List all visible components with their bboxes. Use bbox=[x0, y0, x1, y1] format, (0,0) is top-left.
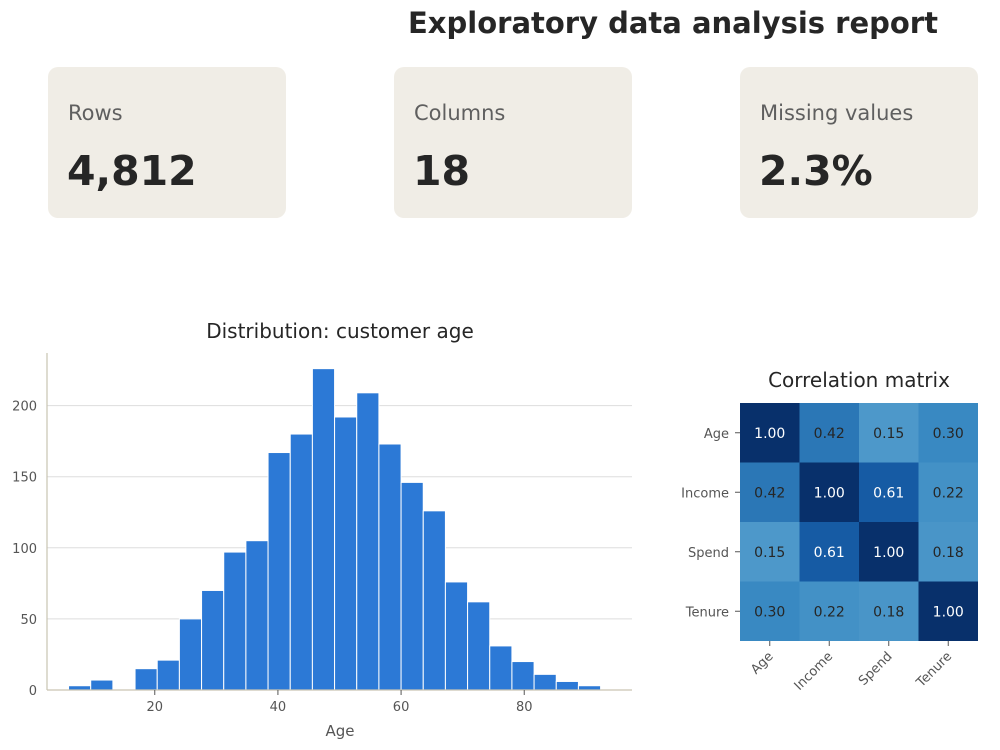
heatmap-cell bbox=[740, 581, 800, 641]
histogram-bar bbox=[378, 443, 402, 691]
heatmap-cell-label: 0.15 bbox=[754, 545, 785, 561]
heatmap-cell bbox=[740, 522, 800, 582]
stat-card-label: Missing values bbox=[760, 101, 914, 125]
histogram-x-tick-label: 20 bbox=[146, 700, 163, 715]
heatmap-row-label: Age bbox=[704, 427, 729, 442]
histogram-bar bbox=[201, 589, 225, 691]
heatmap-cell bbox=[859, 522, 919, 582]
heatmap-title: Correlation matrix bbox=[768, 368, 950, 392]
heatmap-cell bbox=[799, 522, 859, 582]
histogram-bar bbox=[422, 510, 446, 691]
histogram-bar bbox=[577, 685, 602, 691]
histogram-y-tick-label: 100 bbox=[12, 542, 37, 557]
stat-card-label: Rows bbox=[68, 101, 123, 125]
histogram-bar bbox=[489, 645, 513, 691]
histogram-bar bbox=[444, 581, 469, 691]
heatmap-cell-label: 0.61 bbox=[873, 485, 904, 501]
heatmap-cell-label: 0.30 bbox=[754, 604, 785, 620]
heatmap-cell-label: 1.00 bbox=[814, 485, 845, 501]
stat-card-value: 2.3% bbox=[759, 147, 873, 195]
heatmap-cell-label: 0.61 bbox=[814, 545, 845, 561]
heatmap-cell-label: 1.00 bbox=[754, 426, 785, 442]
heatmap-cell bbox=[740, 462, 800, 522]
histogram-x-tick-label: 80 bbox=[516, 700, 533, 715]
heatmap-cell-label: 0.18 bbox=[873, 604, 904, 620]
age-histogram-chart: Distribution: customer age 0 50 100 150 200 2… bbox=[12, 319, 632, 740]
heatmap-column-label: Income bbox=[792, 649, 836, 693]
heatmap-cell-label: 0.15 bbox=[873, 426, 904, 442]
stat-card-columns: Columns 18 bbox=[394, 67, 632, 218]
stat-card-rows: Rows 4,812 bbox=[48, 67, 286, 218]
heatmap-cell bbox=[859, 581, 919, 641]
stat-card-value: 4,812 bbox=[67, 147, 197, 195]
heatmap-cell-label: 0.22 bbox=[933, 485, 964, 501]
histogram-bar bbox=[400, 481, 424, 691]
histogram-bar bbox=[533, 673, 557, 691]
histogram-bar bbox=[356, 392, 380, 691]
histogram-x-tick-label: 60 bbox=[393, 700, 410, 715]
histogram-y-tick-label: 200 bbox=[12, 400, 37, 415]
heatmap-cell bbox=[918, 403, 978, 463]
histogram-bar bbox=[334, 416, 358, 691]
heatmap-cell-label: 0.22 bbox=[814, 604, 845, 620]
histogram-bar bbox=[267, 452, 291, 691]
stat-card-label: Columns bbox=[414, 101, 506, 125]
heatmap-cell-label: 1.00 bbox=[933, 604, 964, 620]
histogram-bar bbox=[467, 601, 491, 691]
heatmap-cell bbox=[740, 403, 800, 463]
histogram-x-tick-label: 40 bbox=[270, 700, 287, 715]
correlation-heatmap-chart: Correlation matrix 1.00 0.42 0.15 0.30 0.42 1… bbox=[681, 368, 978, 694]
heatmap-cell bbox=[799, 581, 859, 641]
heatmap-cell bbox=[859, 403, 919, 463]
heatmap-cell bbox=[918, 462, 978, 522]
histogram-bar bbox=[134, 668, 158, 691]
histogram-bar bbox=[311, 368, 336, 691]
histogram-bar bbox=[555, 680, 579, 691]
heatmap-cell-label: 0.30 bbox=[933, 426, 964, 442]
heatmap-cell bbox=[799, 462, 859, 522]
histogram-bar bbox=[245, 540, 269, 691]
heatmap-cell bbox=[918, 522, 978, 582]
heatmap-cell bbox=[918, 581, 978, 641]
heatmap-column-label: Spend bbox=[856, 649, 896, 689]
page-title: Exploratory data analysis report bbox=[408, 6, 938, 40]
heatmap-row-label: Income bbox=[681, 486, 729, 501]
histogram-y-tick-label: 150 bbox=[12, 471, 37, 486]
heatmap-cell bbox=[799, 403, 859, 463]
histogram-bar bbox=[511, 661, 535, 691]
heatmap-column-label: Age bbox=[748, 649, 776, 677]
histogram-bar bbox=[178, 618, 203, 691]
heatmap-column-label: Tenure bbox=[913, 649, 955, 691]
heatmap-cell-label: 1.00 bbox=[873, 545, 904, 561]
histogram-y-tick-label: 50 bbox=[20, 613, 37, 628]
histogram-y-tick-label: 0 bbox=[29, 684, 37, 699]
heatmap-cell-label: 0.42 bbox=[814, 426, 845, 442]
histogram-title: Distribution: customer age bbox=[206, 319, 474, 343]
stat-card-missing-values: Missing values 2.3% bbox=[740, 67, 978, 218]
heatmap-cell-label: 0.18 bbox=[933, 545, 964, 561]
heatmap-cell bbox=[859, 462, 919, 522]
histogram-x-axis-label: Age bbox=[325, 722, 354, 740]
histogram-bar bbox=[156, 659, 180, 691]
histogram-bar bbox=[289, 433, 313, 691]
heatmap-cell-label: 0.42 bbox=[754, 485, 785, 501]
heatmap-row-label: Tenure bbox=[685, 605, 729, 620]
histogram-bar bbox=[223, 551, 247, 691]
heatmap-row-label: Spend bbox=[688, 546, 729, 561]
stat-card-value: 18 bbox=[413, 147, 471, 195]
histogram-bar bbox=[68, 685, 92, 691]
histogram-bar bbox=[90, 679, 114, 691]
